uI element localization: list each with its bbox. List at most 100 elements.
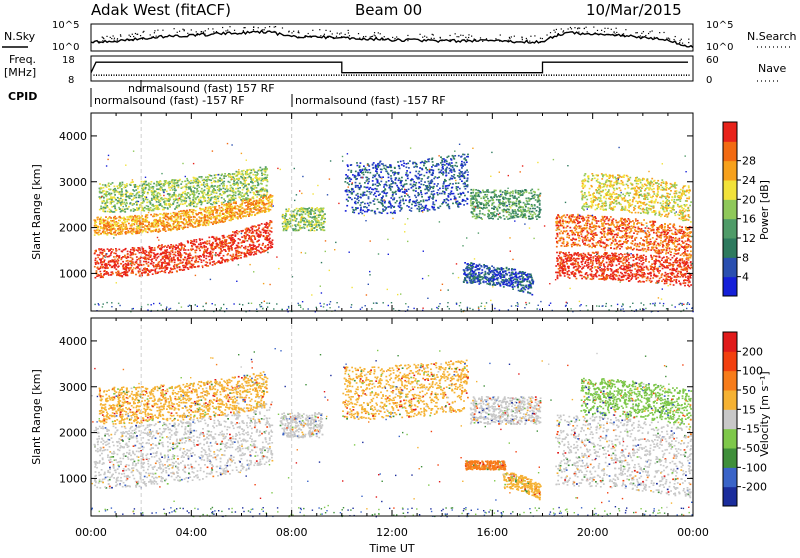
scatter-cell bbox=[372, 177, 374, 179]
scatter-cell bbox=[202, 195, 204, 197]
scatter-cell bbox=[451, 187, 453, 189]
scatter-cell bbox=[173, 228, 175, 230]
scatter-cell bbox=[219, 189, 221, 191]
scatter-cell bbox=[460, 203, 462, 205]
scatter-cell bbox=[258, 204, 260, 206]
scatter-cell bbox=[259, 207, 261, 209]
nsky-point bbox=[578, 31, 579, 32]
scatter-cell bbox=[203, 251, 205, 253]
scatter-cell bbox=[102, 231, 104, 233]
nsky-point bbox=[642, 36, 643, 37]
scatter-cell bbox=[171, 257, 173, 259]
scatter-cell bbox=[174, 198, 176, 200]
scatter-cell bbox=[268, 211, 270, 213]
scatter-cell bbox=[411, 187, 413, 189]
scatter-cell bbox=[240, 255, 242, 257]
scatter-cell bbox=[101, 192, 103, 194]
scatter-cell bbox=[186, 259, 188, 261]
scatter-cell bbox=[219, 243, 221, 245]
scatter-cell bbox=[248, 235, 250, 237]
scatter-cell bbox=[230, 203, 232, 205]
scatter-cell bbox=[185, 200, 187, 202]
scatter-cell bbox=[176, 205, 178, 207]
scatter-cell bbox=[136, 186, 138, 188]
scatter-cell bbox=[467, 177, 469, 179]
scatter-cell bbox=[224, 260, 226, 262]
scatter-cell bbox=[120, 225, 122, 227]
scatter-cell bbox=[112, 201, 114, 203]
scatter-cell bbox=[116, 191, 118, 193]
scatter-cell bbox=[183, 212, 185, 214]
scatter-cell bbox=[205, 246, 207, 248]
scatter-cell bbox=[97, 262, 99, 264]
scatter-cell bbox=[308, 216, 310, 218]
scatter-cell bbox=[233, 190, 235, 192]
nsky-point bbox=[663, 32, 664, 33]
nsky-point bbox=[333, 37, 334, 38]
scatter-cell bbox=[117, 200, 119, 202]
scatter-cell bbox=[383, 186, 385, 188]
scatter-cell bbox=[207, 220, 209, 222]
scatter-cell bbox=[287, 226, 289, 228]
freq-label: Freq. bbox=[9, 53, 36, 66]
nsky-point bbox=[341, 36, 342, 37]
scatter-cell bbox=[141, 215, 143, 217]
scatter-cell bbox=[114, 211, 116, 213]
scatter-cell bbox=[409, 202, 411, 204]
scatter-cell bbox=[185, 180, 187, 182]
scatter-cell bbox=[120, 273, 122, 275]
nsky-point bbox=[550, 32, 551, 33]
scatter-cell bbox=[135, 197, 137, 199]
scatter-cell bbox=[244, 181, 246, 183]
scatter-cell bbox=[160, 204, 162, 206]
scatter-cell bbox=[314, 212, 316, 214]
scatter-cell bbox=[264, 223, 266, 225]
scatter-cell bbox=[166, 224, 168, 226]
scatter-cell bbox=[121, 191, 123, 193]
scatter-cell bbox=[421, 178, 423, 180]
scatter-cell bbox=[265, 177, 267, 179]
scatter-cell bbox=[101, 223, 103, 225]
scatter-cell bbox=[267, 248, 269, 250]
scatter-cell bbox=[136, 261, 138, 263]
scatter-cell bbox=[213, 201, 215, 203]
scatter-cell bbox=[201, 247, 203, 249]
nsky-point bbox=[604, 28, 605, 29]
scatter-cell bbox=[371, 192, 373, 194]
scatter-cell bbox=[404, 195, 406, 197]
scatter-cell bbox=[222, 235, 224, 237]
scatter-cell bbox=[135, 186, 137, 188]
scatter-cell bbox=[116, 186, 118, 188]
nsky-point bbox=[384, 36, 385, 37]
scatter-cell bbox=[305, 213, 307, 215]
scatter-cell bbox=[132, 181, 134, 183]
scatter-cell bbox=[228, 212, 230, 214]
scatter-cell bbox=[463, 204, 465, 206]
scatter-cell bbox=[181, 187, 183, 189]
scatter-cell bbox=[112, 228, 114, 230]
scatter-cell bbox=[114, 192, 116, 194]
scatter-cell bbox=[314, 230, 316, 232]
scatter-cell bbox=[119, 187, 121, 189]
scatter-cell bbox=[164, 207, 166, 209]
scatter-cell bbox=[248, 176, 250, 178]
scatter-cell bbox=[212, 261, 214, 263]
scatter-cell bbox=[148, 183, 150, 185]
scatter-cell bbox=[115, 264, 117, 266]
scatter-cell bbox=[352, 207, 354, 209]
scatter-cell bbox=[209, 213, 211, 215]
scatter-cell bbox=[119, 220, 121, 222]
scatter-cell bbox=[134, 184, 136, 186]
scatter-cell bbox=[208, 198, 210, 200]
scatter-cell bbox=[403, 203, 405, 205]
scatter-cell bbox=[226, 204, 228, 206]
scatter-cell bbox=[254, 238, 256, 240]
scatter-cell bbox=[355, 179, 357, 181]
nsky-point bbox=[130, 36, 131, 37]
nsky-point bbox=[113, 35, 114, 36]
scatter-cell bbox=[202, 197, 204, 199]
scatter-cell bbox=[433, 178, 435, 180]
scatter-cell bbox=[108, 188, 110, 190]
nsky-point bbox=[561, 28, 562, 29]
nsky-point bbox=[462, 35, 463, 36]
